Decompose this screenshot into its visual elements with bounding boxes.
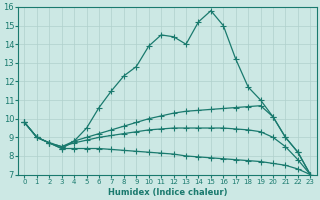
X-axis label: Humidex (Indice chaleur): Humidex (Indice chaleur) bbox=[108, 188, 227, 197]
